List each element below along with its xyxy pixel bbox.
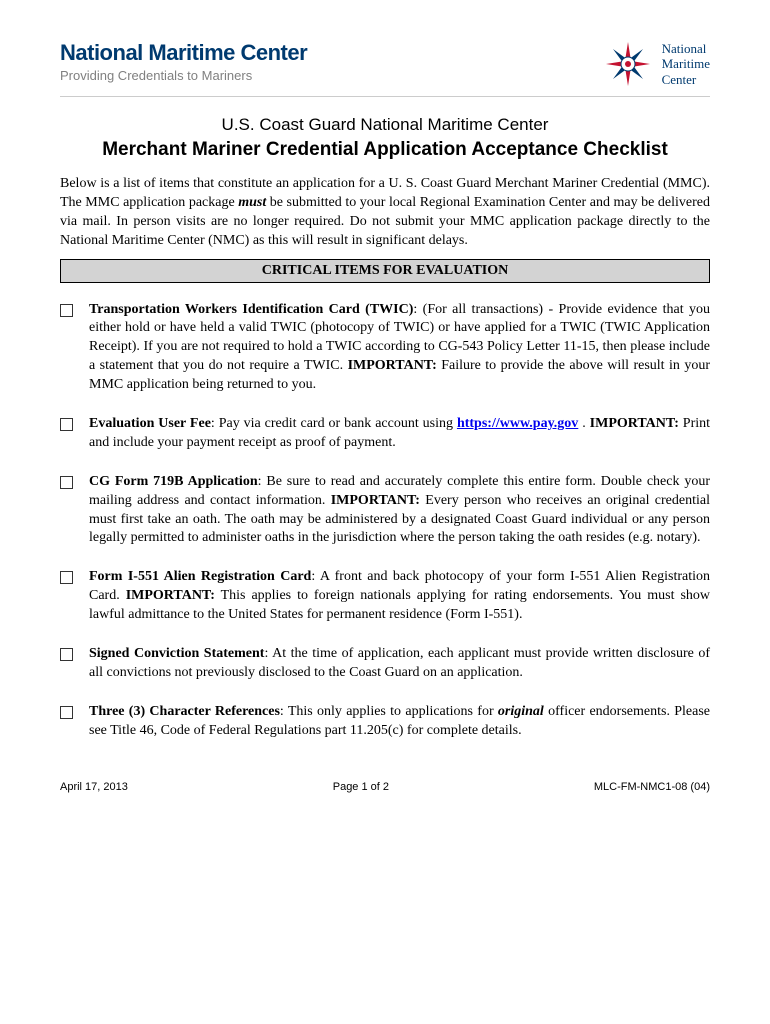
check-item-719b: CG Form 719B Application: Be sure to rea…: [60, 473, 710, 549]
check-item-twic: Transportation Workers Identification Ca…: [60, 301, 710, 395]
item-important: IMPORTANT:: [348, 358, 437, 373]
check-item-i551: Form I-551 Alien Registration Card: A fr…: [60, 568, 710, 625]
critical-header: CRITICAL ITEMS FOR EVALUATION: [60, 259, 710, 283]
check-item-references: Three (3) Character References: This onl…: [60, 703, 710, 741]
intro-must: must: [238, 195, 266, 210]
compass-logo-icon: [604, 40, 652, 88]
page-subtitle: U.S. Coast Guard National Maritime Cente…: [60, 115, 710, 135]
item-text: Evaluation User Fee: Pay via credit card…: [89, 415, 710, 453]
item-title: Form I-551 Alien Registration Card: [89, 569, 311, 584]
footer-date: April 17, 2013: [60, 781, 128, 793]
item-title: Three (3) Character References: [89, 704, 280, 719]
logo-line-2: Maritime: [662, 56, 710, 72]
intro-paragraph: Below is a list of items that constitute…: [60, 175, 710, 251]
item-text: Signed Conviction Statement: At the time…: [89, 645, 710, 683]
org-title: National Maritime Center: [60, 40, 604, 66]
item-important: IMPORTANT:: [126, 588, 215, 603]
item-link-after: .: [578, 416, 589, 431]
header-left: National Maritime Center Providing Crede…: [60, 40, 604, 83]
checkbox[interactable]: [60, 304, 73, 317]
item-body: : This only applies to applications for: [280, 704, 498, 719]
org-subtitle: Providing Credentials to Mariners: [60, 68, 604, 83]
item-text: CG Form 719B Application: Be sure to rea…: [89, 473, 710, 549]
footer-form-id: MLC-FM-NMC1-08 (04): [594, 781, 710, 793]
check-item-conviction: Signed Conviction Statement: At the time…: [60, 645, 710, 683]
item-title: Transportation Workers Identification Ca…: [89, 302, 413, 317]
item-ital: original: [498, 704, 544, 719]
paygov-link[interactable]: https://www.pay.gov: [457, 416, 578, 431]
item-important: IMPORTANT:: [590, 416, 679, 431]
item-text: Transportation Workers Identification Ca…: [89, 301, 710, 395]
page-title: Merchant Mariner Credential Application …: [60, 139, 710, 161]
page-header: National Maritime Center Providing Crede…: [60, 40, 710, 88]
item-title: Evaluation User Fee: [89, 416, 211, 431]
item-title: Signed Conviction Statement: [89, 646, 264, 661]
checkbox[interactable]: [60, 476, 73, 489]
logo-text: National Maritime Center: [662, 41, 710, 88]
checklist: Transportation Workers Identification Ca…: [60, 301, 710, 741]
item-text: Form I-551 Alien Registration Card: A fr…: [89, 568, 710, 625]
page-footer: April 17, 2013 Page 1 of 2 MLC-FM-NMC1-0…: [60, 781, 710, 793]
item-important: IMPORTANT:: [331, 493, 420, 508]
item-body: : Pay via credit card or bank account us…: [211, 416, 457, 431]
logo-line-3: Center: [662, 72, 710, 88]
check-item-fee: Evaluation User Fee: Pay via credit card…: [60, 415, 710, 453]
checkbox[interactable]: [60, 571, 73, 584]
footer-page: Page 1 of 2: [333, 781, 389, 793]
item-text: Three (3) Character References: This onl…: [89, 703, 710, 741]
header-divider: [60, 96, 710, 97]
checkbox[interactable]: [60, 648, 73, 661]
checkbox[interactable]: [60, 418, 73, 431]
header-right: National Maritime Center: [604, 40, 710, 88]
item-title: CG Form 719B Application: [89, 474, 258, 489]
checkbox[interactable]: [60, 706, 73, 719]
logo-line-1: National: [662, 41, 710, 57]
